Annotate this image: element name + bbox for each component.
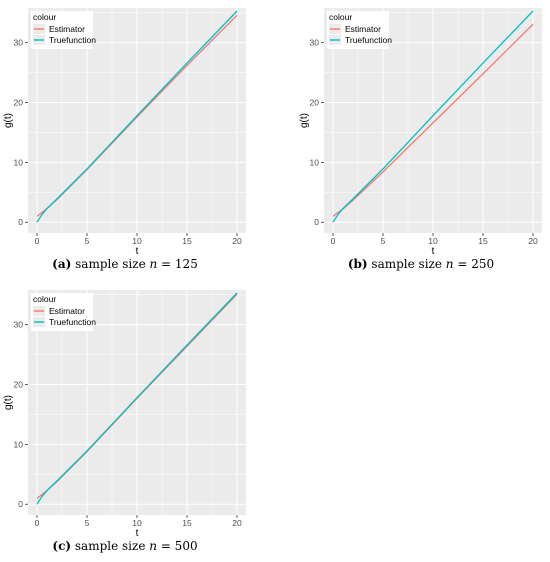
caption-a-tag: (a) [52, 257, 72, 271]
x-tick-label: 5 [85, 518, 90, 528]
x-tick-label: 0 [35, 236, 40, 246]
legend-entry-truefunction: Truefunction [49, 317, 96, 327]
y-tick-label: 10 [14, 157, 24, 167]
caption-c-value: = 500 [157, 539, 198, 553]
x-tick-label: 5 [381, 236, 386, 246]
x-axis-title: t [432, 246, 435, 257]
series-line-truefunction [332, 10, 534, 223]
chart-a-svg: 0 5 10 15 20 0 10 20 30 t g(t) colour EstimatorTruef… [3, 8, 246, 257]
y-axis-title: g(t) [3, 113, 14, 128]
legend-entry-estimator: Estimator [345, 24, 381, 34]
y-tick-label: 20 [310, 98, 320, 108]
y-tick-label: 10 [310, 157, 320, 167]
caption-a-var: n [149, 257, 158, 271]
x-axis-title: t [136, 528, 139, 539]
caption-b: (b) sample size n = 250 [296, 257, 546, 271]
caption-b-value: = 250 [453, 257, 495, 271]
y-tick-label: 0 [18, 499, 23, 509]
legend-title: colour [33, 12, 56, 22]
legend-entry-estimator: Estimator [49, 306, 85, 316]
caption-b-var: n [445, 257, 454, 271]
caption-a-text: sample size [71, 257, 150, 271]
series-line-estimator [332, 23, 534, 217]
x-tick-label: 20 [232, 236, 242, 246]
chart-panel-a: 0 5 10 15 20 0 10 20 30 t g(t) colour Estimator Truef… [0, 0, 250, 280]
caption-c-text: sample size [71, 539, 150, 553]
caption-b-text: sample size [367, 257, 446, 271]
x-tick-label: 20 [232, 518, 242, 528]
y-tick-label: 30 [14, 320, 24, 330]
y-tick-label: 0 [18, 217, 23, 227]
chart-panel-c: 0 5 10 15 20 0 10 20 30 t g(t) colour Estimator Truef… [0, 282, 250, 562]
x-tick-label: 15 [182, 518, 192, 528]
x-tick-label: 5 [85, 236, 90, 246]
y-tick-label: 20 [14, 98, 24, 108]
chart-b-svg: 0 5 10 15 20 0 10 20 30 t g(t) colour EstimatorTruef… [299, 8, 542, 257]
x-tick-label: 0 [331, 236, 336, 246]
caption-a-value: = 125 [157, 257, 198, 271]
y-tick-label: 30 [14, 38, 24, 48]
y-axis-title: g(t) [299, 113, 310, 128]
x-tick-label: 10 [132, 236, 142, 246]
caption-b-tag: (b) [347, 257, 368, 271]
caption-c-var: n [149, 539, 157, 553]
legend-entry-truefunction: Truefunction [49, 35, 96, 45]
legend-title: colour [33, 294, 56, 304]
y-tick-label: 10 [14, 439, 24, 449]
y-axis-title: g(t) [3, 395, 14, 410]
x-tick-label: 15 [182, 236, 192, 246]
caption-c: (c) sample size n = 500 [0, 539, 250, 553]
x-tick-label: 10 [428, 236, 438, 246]
caption-c-tag: (c) [52, 539, 72, 553]
legend-entry-estimator: Estimator [49, 24, 85, 34]
x-tick-label: 10 [132, 518, 142, 528]
series-line-truefunction [36, 292, 238, 505]
legend-title: colour [329, 12, 352, 22]
x-tick-label: 0 [35, 518, 40, 528]
x-tick-label: 15 [478, 236, 488, 246]
y-tick-label: 30 [310, 38, 320, 48]
caption-a: (a) sample size n = 125 [0, 257, 250, 271]
y-tick-label: 0 [314, 217, 319, 227]
chart-panel-b: 0 5 10 15 20 0 10 20 30 t g(t) colour Estimator Truef… [296, 0, 546, 280]
chart-c-svg: 0 5 10 15 20 0 10 20 30 t g(t) colour EstimatorTruef… [3, 290, 246, 539]
legend-entry-truefunction: Truefunction [345, 35, 392, 45]
y-tick-label: 20 [14, 380, 24, 390]
series-line-truefunction [36, 10, 238, 223]
x-tick-label: 20 [528, 236, 538, 246]
x-axis-title: t [136, 246, 139, 257]
